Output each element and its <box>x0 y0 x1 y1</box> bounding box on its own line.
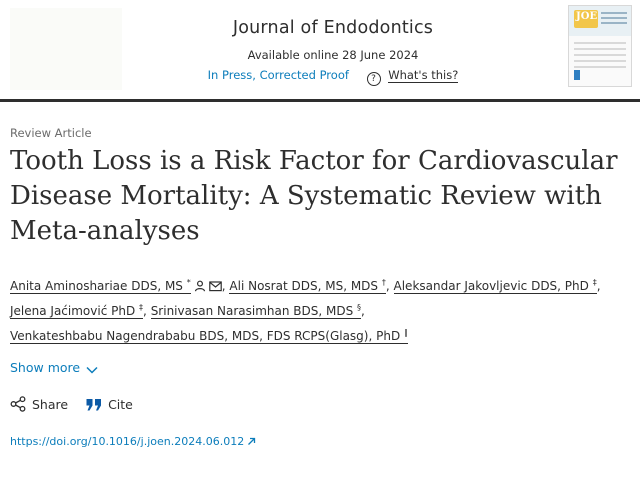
external-link-icon <box>248 437 256 445</box>
chevron-down-icon <box>86 366 98 374</box>
author-separator: , <box>361 304 365 318</box>
header-divider <box>0 99 640 102</box>
person-icon[interactable] <box>194 280 206 292</box>
author-name[interactable]: Ali Nosrat DDS, MS, MDS † <box>229 278 386 294</box>
cite-button[interactable]: Cite <box>86 397 133 412</box>
cover-logo-text: JOE <box>576 11 598 22</box>
author-name[interactable]: Jelena Jaćimović PhD ‡ <box>10 303 144 319</box>
cover-title-lines <box>601 12 627 27</box>
cover-logo-mark <box>574 10 598 28</box>
author-item[interactable]: Anita Aminoshariae DDS, MS * <box>10 278 222 294</box>
article-type: Review Article <box>10 126 92 140</box>
doi-text: https://doi.org/10.1016/j.joen.2024.06.0… <box>10 435 245 448</box>
whats-this-link[interactable]: What's this? <box>388 68 459 83</box>
show-more-label: Show more <box>10 360 81 375</box>
cover-body-lines <box>574 42 626 72</box>
email-icon[interactable] <box>208 281 222 292</box>
cover-accent-bar <box>574 70 580 80</box>
author-name[interactable]: Venkateshbabu Nagendrababu BDS, MDS, FDS… <box>10 328 409 344</box>
author-separator: , <box>596 279 601 293</box>
journal-cover-thumbnail[interactable]: JOE <box>568 5 632 87</box>
cite-label: Cite <box>108 397 133 412</box>
available-online-date: Available online 28 June 2024 <box>247 48 419 62</box>
doi-link[interactable]: https://doi.org/10.1016/j.joen.2024.06.0… <box>10 435 256 448</box>
in-press-link[interactable]: In Press, Corrected Proof <box>207 68 349 82</box>
journal-header: Journal of Endodontics Available online … <box>0 0 640 98</box>
share-label: Share <box>32 397 69 412</box>
author-separator: , <box>221 279 226 293</box>
article-title: Tooth Loss is a Risk Factor for Cardiova… <box>10 146 618 246</box>
author-name[interactable]: Srinivasan Narasimhan BDS, MDS § <box>150 303 362 319</box>
share-button[interactable]: Share <box>10 396 68 412</box>
help-icon[interactable]: ? <box>366 72 381 86</box>
share-icon <box>10 396 26 412</box>
author-name[interactable]: Anita Aminoshariae DDS, MS * <box>10 278 191 294</box>
article-actions: Share Cite <box>10 396 147 412</box>
journal-title[interactable]: Journal of Endodontics <box>232 18 434 38</box>
article-status-row: In Press, Corrected Proof ? What's this? <box>160 68 506 86</box>
author-list: Anita Aminoshariae DDS, MS *, Ali Nosrat… <box>10 272 630 347</box>
author-separator: , <box>385 279 390 293</box>
author-separator: , <box>143 304 147 318</box>
publisher-logo[interactable] <box>10 8 122 90</box>
show-more-button[interactable]: Show more <box>10 360 98 375</box>
quote-icon <box>86 399 102 411</box>
author-name[interactable]: Aleksandar Jakovljevic DDS, PhD ‡ <box>393 278 597 294</box>
